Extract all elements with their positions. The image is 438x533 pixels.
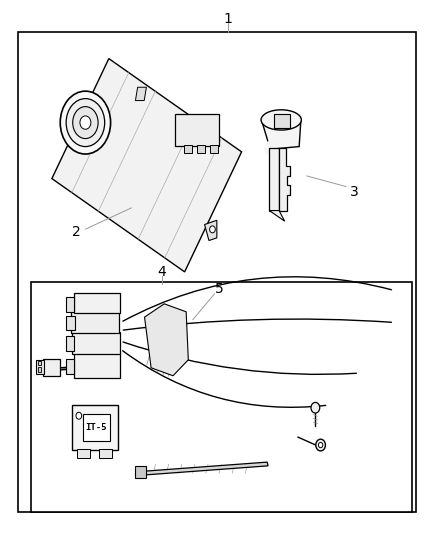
Text: IT-5: IT-5	[85, 423, 107, 432]
Bar	[74, 293, 120, 313]
Polygon shape	[279, 148, 290, 211]
Bar	[77, 449, 90, 458]
Polygon shape	[145, 304, 188, 376]
Bar	[274, 114, 290, 128]
Polygon shape	[261, 120, 301, 149]
Bar	[36, 360, 44, 374]
Polygon shape	[102, 117, 123, 152]
Ellipse shape	[261, 110, 301, 130]
Polygon shape	[135, 87, 146, 101]
Text: 2: 2	[72, 225, 81, 239]
Polygon shape	[269, 148, 279, 211]
Text: 5: 5	[215, 282, 223, 296]
Bar	[72, 405, 118, 450]
Ellipse shape	[210, 226, 215, 233]
Bar	[66, 359, 74, 374]
Polygon shape	[269, 211, 285, 221]
Text: 3: 3	[350, 185, 359, 199]
Text: 1: 1	[223, 12, 232, 26]
Bar	[197, 145, 205, 153]
Bar	[71, 311, 119, 333]
Ellipse shape	[60, 91, 110, 154]
Bar	[74, 353, 120, 378]
Polygon shape	[145, 462, 268, 475]
Bar	[66, 316, 75, 330]
Bar	[99, 449, 112, 458]
Bar	[210, 145, 218, 153]
Ellipse shape	[311, 402, 320, 413]
Bar	[175, 114, 219, 146]
Bar	[66, 336, 74, 351]
Ellipse shape	[318, 442, 323, 448]
Bar	[184, 145, 192, 153]
Ellipse shape	[316, 439, 325, 451]
Bar	[31, 282, 412, 512]
Bar	[38, 367, 41, 372]
Bar	[66, 297, 74, 312]
Bar	[135, 466, 146, 478]
Polygon shape	[52, 59, 242, 272]
Text: 4: 4	[158, 265, 166, 279]
Bar	[72, 332, 120, 354]
Ellipse shape	[76, 413, 81, 419]
Ellipse shape	[73, 107, 98, 139]
Ellipse shape	[66, 99, 105, 147]
Ellipse shape	[264, 141, 276, 156]
Bar	[43, 359, 60, 376]
Bar	[38, 361, 41, 365]
Ellipse shape	[80, 116, 91, 130]
Polygon shape	[205, 220, 217, 240]
Bar	[83, 414, 110, 441]
